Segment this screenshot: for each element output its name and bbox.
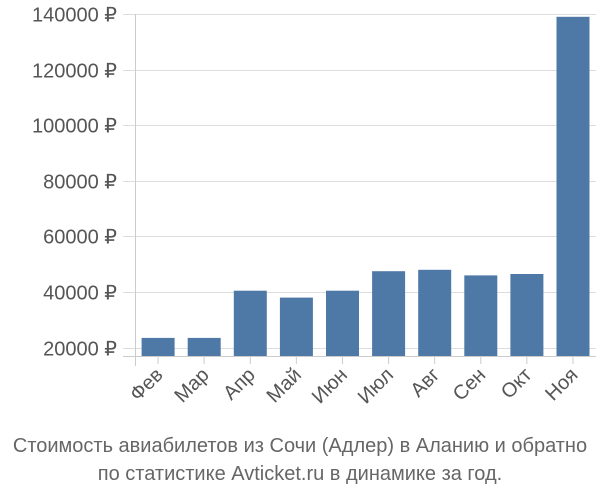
- bar: [326, 290, 359, 356]
- x-tick-label: Апр: [219, 364, 260, 405]
- bar-series: [141, 16, 590, 357]
- bar: [556, 16, 590, 357]
- y-tick-label: 20000 ₽: [43, 339, 117, 361]
- caption-line-2: по статистике Avticket.ru в динамике за …: [97, 463, 503, 485]
- grid-lines: [123, 14, 596, 349]
- x-tick-label: Мар: [170, 364, 213, 407]
- bar: [141, 337, 175, 356]
- bar: [418, 269, 452, 356]
- x-tick-label: Июл: [354, 364, 398, 408]
- bar: [464, 275, 498, 356]
- x-tick-label: Май: [263, 364, 306, 407]
- x-tick-label: Авг: [407, 364, 445, 402]
- bar: [187, 337, 221, 356]
- y-axis: 20000 ₽ 40000 ₽ 60000 ₽ 80000 ₽ 100000 ₽ 1200…: [32, 5, 136, 366]
- y-tick-label: 140000 ₽: [32, 5, 117, 27]
- x-tick-label: Фев: [126, 364, 168, 406]
- chart-caption: Стоимость авиабилетов из Сочи (Адлер) в …: [0, 432, 600, 488]
- y-tick-label: 80000 ₽: [43, 172, 117, 194]
- y-tick-label: 40000 ₽: [43, 283, 117, 305]
- x-tick-label: Ноя: [541, 364, 582, 405]
- bar: [233, 290, 267, 356]
- bar: [279, 297, 313, 356]
- x-tick-label: Сен: [449, 364, 490, 405]
- caption-line-1: Стоимость авиабилетов из Сочи (Адлер) в …: [12, 435, 588, 457]
- x-axis: Фев Мар Апр Май Июн Июл Авг Сен Окт Ноя: [123, 356, 596, 408]
- x-tick-label: Окт: [497, 364, 536, 403]
- bar: [372, 271, 406, 356]
- y-tick-label: 60000 ₽: [43, 227, 117, 249]
- y-tick-label: 100000 ₽: [32, 116, 117, 138]
- bar: [510, 274, 544, 356]
- bar-chart: 20000 ₽ 40000 ₽ 60000 ₽ 80000 ₽ 100000 ₽ 1200…: [32, 5, 596, 408]
- y-tick-label: 120000 ₽: [32, 61, 117, 83]
- x-tick-label: Июн: [308, 364, 352, 408]
